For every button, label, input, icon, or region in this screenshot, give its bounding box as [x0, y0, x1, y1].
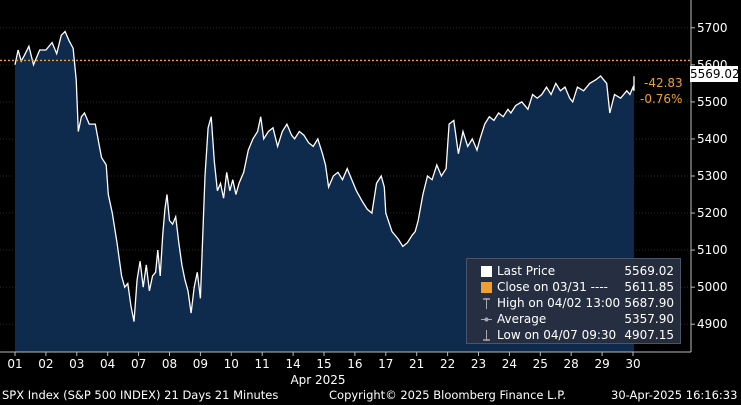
legend-value: 5569.02 [624, 264, 674, 278]
x-tick-label: 30 [625, 357, 640, 371]
y-tick-label: 5200 [697, 206, 728, 220]
legend: Last Price 5569.02 Close on 03/31 ---- 5… [466, 258, 681, 344]
y-tick-label: 5100 [697, 243, 728, 257]
legend-value: 5357.90 [624, 312, 674, 326]
x-tick-label: 10 [224, 357, 239, 371]
white-square-icon [481, 266, 492, 277]
y-tick-label: 5500 [697, 95, 728, 109]
x-tick-label: 14 [285, 357, 300, 371]
x-tick-label: 29 [594, 357, 609, 371]
legend-label: Last Price [497, 264, 556, 278]
y-tick-label: 5400 [697, 132, 728, 146]
x-tick-label: 04 [100, 357, 115, 371]
y-tick-label: 5300 [697, 169, 728, 183]
x-tick-label: 24 [502, 357, 517, 371]
legend-label: Average [497, 312, 547, 326]
y-tick-label: 4900 [697, 317, 728, 331]
x-tick-label: 15 [316, 357, 331, 371]
x-tick-label: 21 [409, 357, 424, 371]
change-value: -42.83 [644, 76, 683, 90]
copyright: Copyright© 2025 Bloomberg Finance L.P. [329, 388, 566, 402]
high-marker-icon [483, 298, 490, 309]
timestamp: 30-Apr-2025 16:16:33 [611, 388, 738, 402]
x-tick-label: 28 [564, 357, 579, 371]
legend-row-average: Average 5357.90 [467, 311, 680, 327]
last-price-box: 5569.02 [690, 66, 740, 82]
legend-value: 5611.85 [624, 280, 674, 294]
legend-value: 4907.15 [624, 328, 674, 342]
price-line [14, 30, 635, 322]
x-tick-label: 08 [162, 357, 177, 371]
average-marker-icon [481, 317, 492, 322]
x-tick-label: 01 [7, 357, 22, 371]
x-tick-label: 03 [69, 357, 84, 371]
legend-label: Close on 03/31 ---- [497, 280, 608, 294]
legend-label: High on 04/02 13:00 [497, 296, 621, 310]
x-tick-label: 09 [193, 357, 208, 371]
legend-row-low: Low on 04/07 09:30 4907.15 [467, 327, 680, 343]
x-tick-label: 16 [347, 357, 362, 371]
x-tick-label: 25 [533, 357, 548, 371]
x-tick-label: 07 [131, 357, 146, 371]
legend-row-close: Close on 03/31 ---- 5611.85 [467, 279, 680, 295]
index-label: SPX Index (S&P 500 INDEX) 21 Days 21 Min… [2, 388, 279, 402]
x-axis-ticks: 01 02 03 04 07 08 09 10 11 14 15 16 17 21 22 23 24 25 28 29… [7, 352, 641, 371]
x-axis-month-label: Apr 2025 [290, 373, 345, 387]
x-tick-label: 17 [378, 357, 393, 371]
y-tick-label: 5700 [697, 21, 728, 35]
legend-row-last-price: Last Price 5569.02 [467, 263, 680, 279]
x-tick-label: 11 [255, 357, 270, 371]
change-percent: -0.76% [640, 92, 683, 106]
x-tick-label: 02 [38, 357, 53, 371]
legend-value: 5687.90 [624, 296, 674, 310]
y-tick-label: 5000 [697, 280, 728, 294]
legend-row-high: High on 04/02 13:00 5687.90 [467, 295, 680, 311]
orange-square-icon [481, 282, 492, 293]
legend-label: Low on 04/07 09:30 [497, 328, 617, 342]
x-tick-label: 23 [471, 357, 486, 371]
x-tick-label: 22 [440, 357, 455, 371]
low-marker-icon [483, 330, 490, 341]
